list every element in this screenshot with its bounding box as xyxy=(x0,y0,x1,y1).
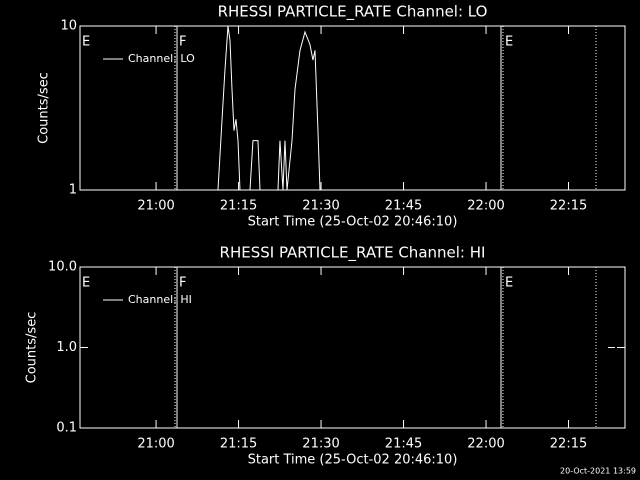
x-tick-label: 22:15 xyxy=(550,437,587,452)
marker-label: E xyxy=(505,276,513,291)
legend-label: Channel: LO xyxy=(128,52,195,65)
y-tick-label: 1 xyxy=(69,183,77,198)
chart-title: RHESSI PARTICLE_RATE Channel: HI xyxy=(220,244,486,263)
chart-title: RHESSI PARTICLE_RATE Channel: LO xyxy=(218,3,488,22)
y-tick-label: 1.0 xyxy=(56,340,77,355)
x-tick-label: 22:00 xyxy=(467,437,504,452)
x-tick-label: 21:15 xyxy=(220,199,257,214)
x-tick-label: 21:30 xyxy=(302,199,339,214)
y-tick-label: 0.1 xyxy=(56,421,77,436)
legend-label: Channel: HI xyxy=(128,293,192,306)
x-tick-label: 22:15 xyxy=(550,199,587,214)
marker-label: E xyxy=(505,35,513,50)
y-tick-label: 10.0 xyxy=(48,260,77,275)
x-tick-label: 21:00 xyxy=(137,437,174,452)
marker-label: F xyxy=(179,276,186,291)
x-axis-label: Start Time (25-Oct-02 20:46:10) xyxy=(248,453,458,468)
x-tick-label: 21:30 xyxy=(302,437,339,452)
y-axis-label: Counts/sec xyxy=(37,72,52,144)
data-line xyxy=(217,25,321,191)
x-tick-label: 21:00 xyxy=(137,199,174,214)
x-tick-label: 21:45 xyxy=(385,437,422,452)
x-axis-label: Start Time (25-Oct-02 20:46:10) xyxy=(248,215,458,230)
marker-label: E xyxy=(82,276,90,291)
x-tick-label: 22:00 xyxy=(467,199,504,214)
marker-label: F xyxy=(179,35,186,50)
x-tick-label: 21:45 xyxy=(385,199,422,214)
footer: 20-Oct-2021 13:59 xyxy=(560,467,636,476)
y-tick-label: 10 xyxy=(60,19,77,34)
marker-label: E xyxy=(82,35,90,50)
x-tick-label: 21:15 xyxy=(220,437,257,452)
y-axis-label: Counts/sec xyxy=(25,312,40,384)
